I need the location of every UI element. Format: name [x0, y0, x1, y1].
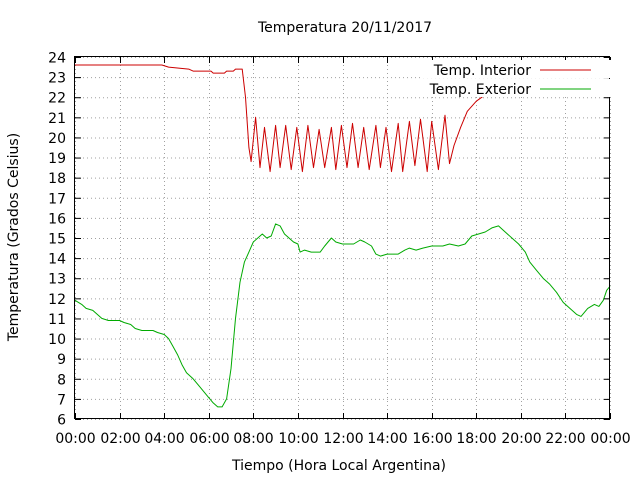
x-tick-label: 00:00 [55, 431, 95, 447]
y-tick-label: 17 [48, 191, 66, 207]
legend-label: Temp. Interior [433, 63, 532, 79]
x-tick-label: 08:00 [233, 431, 273, 447]
x-tick-label: 00:00 [590, 431, 630, 447]
y-tick-label: 7 [57, 392, 66, 408]
series-line-interior [75, 64, 610, 173]
x-tick-label: 06:00 [189, 431, 229, 447]
legend-entry-background [422, 79, 616, 97]
y-tick-label: 19 [48, 151, 66, 167]
axis-ticks: 6 7 8 9 10 11 12 13 14 15 16 17 18 19 20 21 22 23 24 00:00 0… [48, 51, 631, 448]
x-axis-label: Tiempo (Hora Local Argentina) [231, 458, 446, 474]
plot-frame [74, 56, 610, 419]
y-tick-label: 11 [48, 312, 66, 328]
plot-area [74, 64, 611, 408]
legend-entry-background [422, 60, 616, 78]
legend: Temp. Interior Temp. Exterior [422, 60, 616, 98]
y-tick-label: 15 [48, 232, 66, 248]
y-tick-label: 6 [57, 413, 66, 429]
chart-title: Temperatura 20/11/2017 [257, 20, 432, 36]
x-tick-label: 22:00 [545, 431, 585, 447]
y-tick-label: 12 [48, 292, 66, 308]
y-tick-label: 18 [48, 171, 66, 187]
y-tick-label: 22 [48, 91, 66, 107]
y-tick-label: 14 [48, 252, 66, 268]
y-tick-label: 16 [48, 211, 66, 227]
y-tick-label: 8 [57, 372, 66, 388]
y-axis-label: Temperatura (Grados Celsius) [6, 133, 22, 342]
legend-label: Temp. Exterior [429, 82, 532, 98]
y-tick-label: 20 [48, 131, 66, 147]
y-tick-label: 13 [48, 272, 66, 288]
y-tick-label: 10 [48, 332, 66, 348]
x-tick-label: 04:00 [144, 431, 184, 447]
x-tick-label: 18:00 [456, 431, 496, 447]
y-tick-label: 24 [48, 51, 66, 67]
grid [75, 57, 611, 420]
x-tick-label: 12:00 [323, 431, 363, 447]
y-tick-label: 21 [48, 111, 66, 127]
x-tick-label: 10:00 [278, 431, 318, 447]
y-tick-label: 9 [57, 352, 66, 368]
series-line-exterior [74, 223, 611, 408]
y-tick-label: 23 [48, 71, 66, 87]
x-tick-label: 02:00 [100, 431, 140, 447]
x-tick-label: 14:00 [367, 431, 407, 447]
x-tick-label: 16:00 [412, 431, 452, 447]
x-tick-label: 20:00 [501, 431, 541, 447]
